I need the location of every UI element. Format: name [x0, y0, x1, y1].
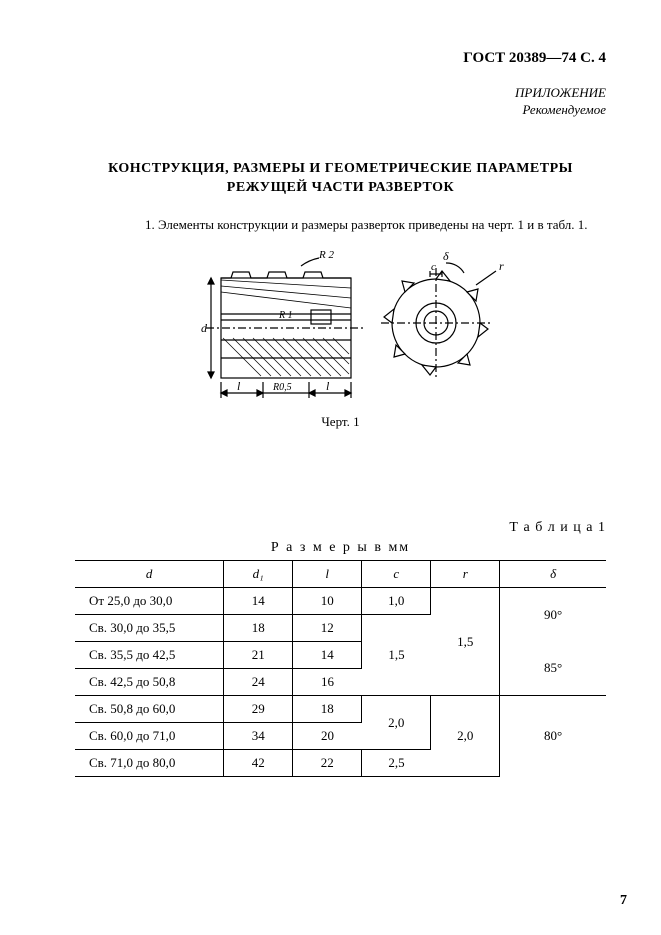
label-R1: R 1: [278, 310, 293, 321]
cell-d1: 42: [224, 750, 293, 777]
cell-c: 1,0: [362, 588, 431, 615]
cell-d: Св. 30,0 до 35,5: [75, 615, 224, 642]
cell-d: Св. 42,5 до 50,8: [75, 669, 224, 696]
label-R05: R0,5: [272, 382, 292, 393]
col-c: c: [362, 561, 431, 588]
cell-d: Св. 50,8 до 60,0: [75, 696, 224, 723]
cell-d: Св. 60,0 до 71,0: [75, 723, 224, 750]
table-row: Св. 50,8 до 60,0 29 18 2,0 2,0 80°: [75, 696, 606, 723]
cell-d1: 14: [224, 588, 293, 615]
page-title: КОНСТРУКЦИЯ, РАЗМЕРЫ И ГЕОМЕТРИЧЕСКИЕ ПА…: [75, 159, 606, 198]
label-c: c: [431, 261, 436, 273]
cell-d1: 34: [224, 723, 293, 750]
cell-d1: 29: [224, 696, 293, 723]
cell-d: Св. 71,0 до 80,0: [75, 750, 224, 777]
standard-header: ГОСТ 20389—74 С. 4: [75, 50, 606, 67]
cell-c: 1,5: [362, 615, 431, 696]
cell-delta: 80°: [500, 696, 606, 777]
col-l: l: [293, 561, 362, 588]
table-caption: Р а з м е р ы в мм: [75, 540, 606, 556]
page-number: 7: [620, 893, 627, 909]
cell-d: От 25,0 до 30,0: [75, 588, 224, 615]
intro-paragraph: 1. Элементы конструкции и размеры развер…: [75, 216, 606, 234]
label-r: r: [499, 259, 504, 273]
label-R2: R 2: [318, 249, 334, 261]
cell-l: 20: [293, 723, 362, 750]
cell-delta: 85°: [500, 642, 606, 696]
cell-c: 2,0: [362, 696, 431, 750]
cell-d1: 24: [224, 669, 293, 696]
label-delta: δ: [443, 249, 449, 263]
col-delta: δ: [500, 561, 606, 588]
table-header-row: d d₁ l c r δ: [75, 561, 606, 588]
cell-l: 16: [293, 669, 362, 696]
appendix-block: ПРИЛОЖЕНИЕ Рекомендуемое: [75, 85, 606, 119]
appendix-subtitle: Рекомендуемое: [75, 102, 606, 119]
cell-delta: 90°: [500, 588, 606, 642]
cell-l: 14: [293, 642, 362, 669]
col-d1: d₁: [224, 561, 293, 588]
figure-caption: Черт. 1: [75, 414, 606, 430]
cell-d: Св. 35,5 до 42,5: [75, 642, 224, 669]
cell-l: 12: [293, 615, 362, 642]
cell-r: 1,5: [431, 588, 500, 696]
title-line2: РЕЖУЩЕЙ ЧАСТИ РАЗВЕРТОК: [75, 178, 606, 198]
title-line1: КОНСТРУКЦИЯ, РАЗМЕРЫ И ГЕОМЕТРИЧЕСКИЕ ПА…: [75, 159, 606, 179]
technical-drawing: R 2 R 1 d l R0,5 l: [75, 248, 606, 430]
intro-text: 1. Элементы конструкции и размеры развер…: [145, 217, 588, 232]
label-l-left: l: [237, 379, 241, 393]
cell-l: 10: [293, 588, 362, 615]
cell-d1: 18: [224, 615, 293, 642]
dimensions-table: d d₁ l c r δ От 25,0 до 30,0 14 10 1,0 1…: [75, 560, 606, 777]
cell-l: 22: [293, 750, 362, 777]
col-r: r: [431, 561, 500, 588]
cell-l: 18: [293, 696, 362, 723]
col-d: d: [75, 561, 224, 588]
label-l-right: l: [326, 379, 330, 393]
cell-c: 2,5: [362, 750, 431, 777]
table-number: Т а б л и ц а 1: [75, 520, 606, 536]
label-d: d: [201, 321, 208, 335]
table-row: От 25,0 до 30,0 14 10 1,0 1,5 90°: [75, 588, 606, 615]
table-row: Св. 35,5 до 42,5 21 14 85°: [75, 642, 606, 669]
cell-d1: 21: [224, 642, 293, 669]
appendix-title: ПРИЛОЖЕНИЕ: [75, 85, 606, 102]
cell-r: 2,0: [431, 696, 500, 777]
